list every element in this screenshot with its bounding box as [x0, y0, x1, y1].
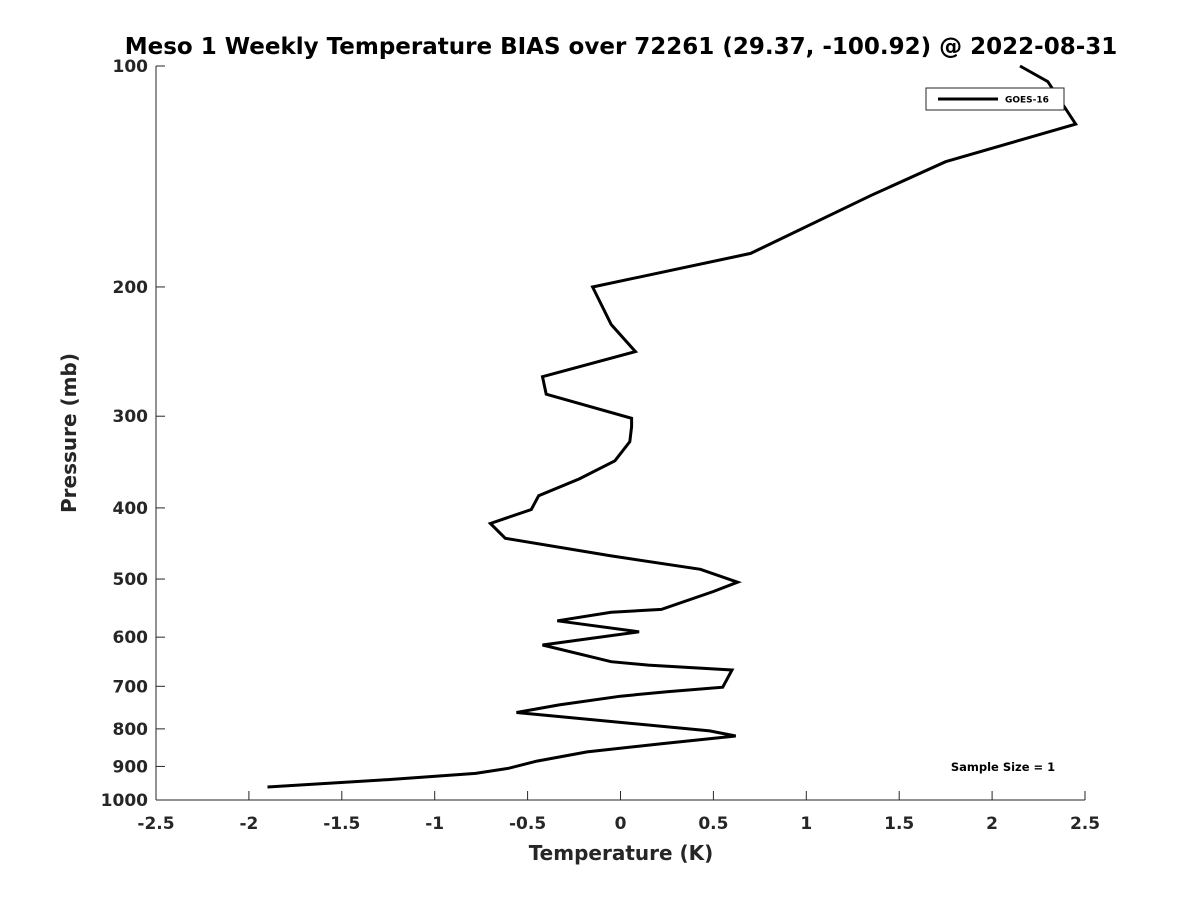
x-tick-label: -2.5 — [137, 814, 174, 834]
x-tick-label: 2 — [986, 814, 998, 834]
y-tick-label: 900 — [113, 757, 149, 777]
y-tick-label: 800 — [113, 720, 149, 740]
x-tick-label: 1 — [800, 814, 812, 834]
x-tick-label: -2 — [239, 814, 258, 834]
y-tick-label: 1000 — [101, 791, 148, 811]
x-tick-label: 1.5 — [884, 814, 914, 834]
y-tick-label: 300 — [113, 407, 149, 427]
legend: GOES-16 — [925, 87, 1065, 111]
series-layer — [267, 64, 1079, 789]
x-tick-label: 2.5 — [1070, 814, 1100, 834]
x-axis-label: Temperature (K) — [529, 841, 714, 865]
x-tick-label: -1.5 — [323, 814, 360, 834]
x-tick-label: -0.5 — [509, 814, 546, 834]
x-tick-label: 0 — [615, 814, 627, 834]
x-tick-label: 0.5 — [698, 814, 728, 834]
legend-entry-goes-16: GOES-16 — [1005, 96, 1049, 106]
y-ticks: 100 200 300 400 500 600 700 800 900 1000 — [101, 57, 165, 811]
y-tick-label: 400 — [113, 499, 149, 519]
y-axis-label: Pressure (mb) — [57, 353, 81, 513]
chart-title: Meso 1 Weekly Temperature BIAS over 7226… — [125, 34, 1118, 60]
y-tick-label: 500 — [113, 570, 149, 590]
sample-size-annotation: Sample Size = 1 — [951, 760, 1055, 774]
y-tick-label: 600 — [113, 628, 149, 648]
x-ticks: -2.5 -2 -1.5 -1 -0.5 0 0.5 1 1.5 2 2.5 — [137, 791, 1100, 834]
series-line-goes-16 — [267, 64, 1079, 789]
x-tick-label: -1 — [425, 814, 444, 834]
y-tick-label: 100 — [113, 57, 149, 77]
y-tick-label: 700 — [113, 677, 149, 697]
y-tick-label: 200 — [113, 278, 149, 298]
